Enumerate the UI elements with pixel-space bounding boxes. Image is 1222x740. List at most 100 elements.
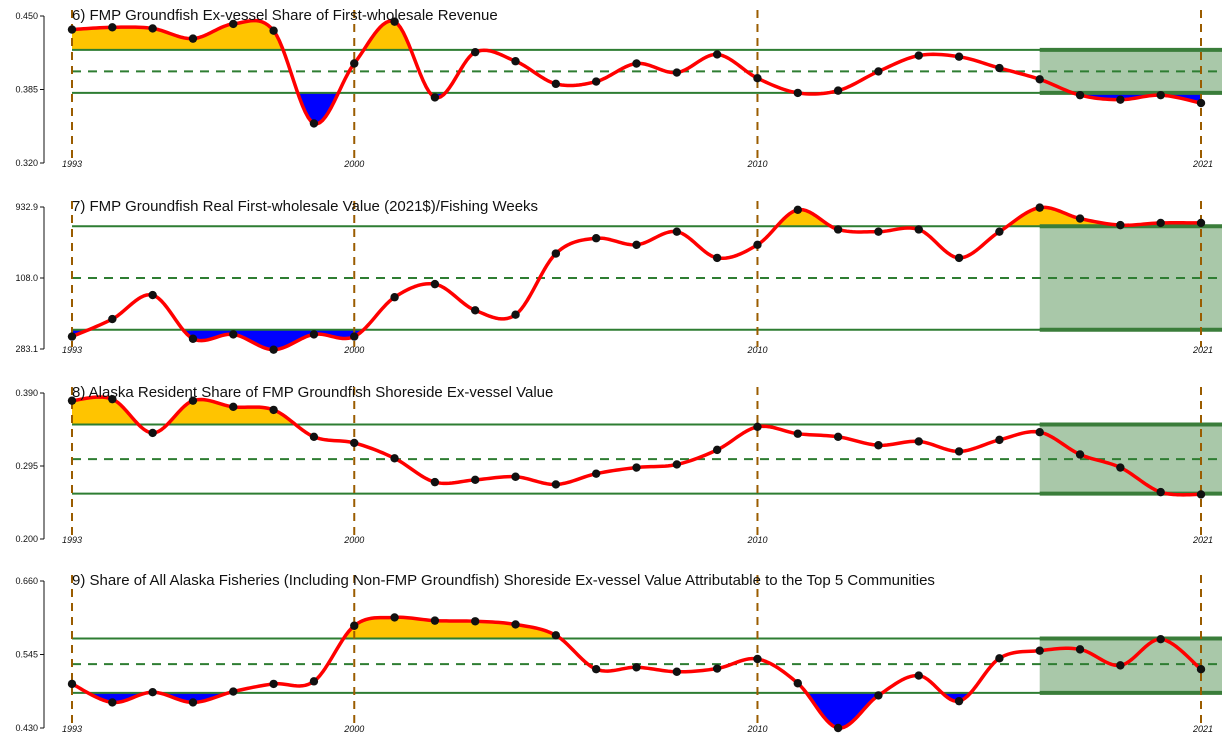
data-point-2002 [430,616,440,625]
data-point-2012 [833,225,843,234]
data-point-2014 [914,51,923,60]
data-point-1999 [309,330,319,339]
data-point-2017 [1035,646,1044,655]
data-point-1997 [229,402,238,412]
below-band-fill [184,329,363,350]
panel-title: 9) Share of All Alaska Fisheries (Includ… [72,572,935,589]
data-point-2021 [1196,490,1206,499]
data-point-1993 [67,396,77,405]
y-tick-label: 0.385 [15,85,38,95]
data-point-2010 [753,73,762,83]
data-point-2019 [1116,220,1125,230]
data-point-2006 [591,77,601,86]
data-point-2020 [1156,218,1165,228]
data-point-2010 [753,654,762,664]
data-point-1997 [229,330,238,339]
data-point-1993 [67,25,77,34]
data-point-2000 [350,621,359,630]
data-point-2016 [995,654,1004,663]
data-point-2015 [954,52,964,61]
data-point-1993 [67,679,77,689]
data-point-2007 [632,663,641,672]
data-point-2009 [712,253,722,263]
data-point-1994 [108,314,117,324]
data-point-2003 [471,47,480,57]
above-band-fill [345,617,559,639]
data-point-2021 [1196,665,1206,674]
data-point-2018 [1075,645,1085,654]
data-point-2013 [874,441,883,450]
data-point-1994 [108,394,117,404]
panel-7: 932.9 108.0 283.1 1993 2000 2010 2021 7) FMP Gr… [15,198,1222,355]
y-tick-label: 0.450 [15,11,38,21]
y-tick-label: 0.295 [15,461,38,471]
above-band-fill [72,397,139,425]
x-tick-label: 2000 [343,535,364,545]
data-point-2004 [511,57,520,66]
data-point-2008 [672,68,682,77]
data-point-2015 [954,447,964,456]
data-point-2016 [995,435,1004,445]
data-point-2011 [793,88,802,98]
x-tick-label: 2010 [746,159,767,169]
above-band-fill [365,20,409,50]
data-point-1994 [108,698,117,707]
data-point-2004 [511,472,520,481]
data-point-2014 [914,671,923,680]
data-point-2010 [753,422,762,432]
y-tick-label: 0.545 [15,650,38,660]
data-point-1993 [67,332,77,341]
data-point-2005 [551,249,561,258]
x-tick-label: 2010 [746,345,767,355]
data-point-1995 [148,24,157,33]
data-point-2008 [672,227,682,236]
data-point-2003 [471,475,480,485]
data-point-2004 [511,310,520,319]
x-tick-label: 1993 [62,345,82,355]
data-point-2008 [672,460,682,469]
y-tick-label: 932.9 [15,202,38,212]
data-point-2012 [833,432,843,441]
x-tick-label: 1993 [62,535,82,545]
data-point-1998 [269,345,278,354]
data-point-2003 [471,306,480,315]
data-point-2006 [591,665,601,674]
data-point-2017 [1035,427,1044,437]
data-point-2013 [874,67,883,76]
panel-title: 8) Alaska Resident Share of FMP Groundfi… [72,384,553,401]
data-point-1997 [229,19,238,29]
data-point-2018 [1075,214,1085,223]
x-tick-label: 2021 [1192,345,1213,355]
data-point-2011 [793,205,802,215]
data-point-2002 [430,93,440,102]
data-point-2010 [753,240,762,249]
x-tick-label: 2010 [746,724,767,734]
data-point-2011 [793,679,802,688]
y-tick-label: 0.200 [15,534,38,544]
data-point-2006 [591,234,601,243]
data-point-1996 [188,698,198,707]
data-point-2008 [672,667,682,676]
data-point-2014 [914,225,923,234]
data-point-2005 [551,631,561,640]
data-point-2020 [1156,634,1165,644]
data-point-1999 [309,677,319,686]
data-point-2016 [995,227,1004,236]
panel-title: 7) FMP Groundfish Real First-wholesale V… [72,198,538,215]
data-point-2001 [390,613,399,622]
below-band-fill [161,692,228,703]
data-point-2005 [551,79,561,89]
data-point-1999 [309,119,319,128]
data-point-2017 [1035,203,1044,212]
data-point-1996 [188,396,198,405]
data-point-2018 [1075,90,1085,100]
data-point-1998 [269,679,278,689]
data-point-2001 [390,17,399,26]
panel-6: 0.450 0.385 0.320 1993 2000 2010 2021 6) FMP Gr… [15,7,1222,169]
data-point-2009 [712,50,722,59]
panel-title: 6) FMP Groundfish Ex-vessel Share of Fir… [72,7,498,24]
data-point-2019 [1116,95,1125,104]
data-point-1995 [148,428,157,438]
data-point-1997 [229,687,238,696]
